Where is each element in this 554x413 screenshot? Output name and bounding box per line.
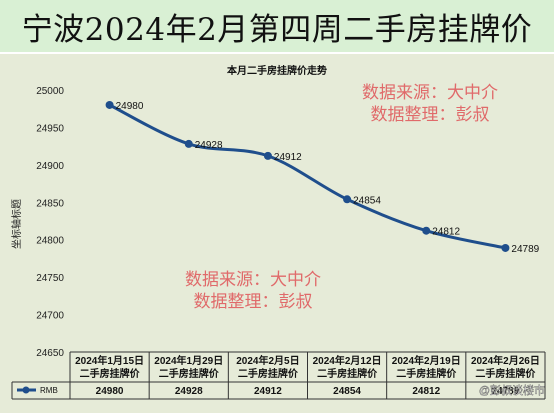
data-label: 24980 bbox=[116, 101, 144, 112]
watermark-source: 数据来源：大中介 bbox=[362, 83, 498, 102]
legend-label: RMB bbox=[40, 386, 58, 395]
table-value: 24912 bbox=[254, 386, 282, 397]
y-axis-title: 坐标轴标题 bbox=[10, 199, 23, 249]
table-value: 24812 bbox=[412, 386, 440, 397]
x-category-label: 二手房挂牌价 bbox=[396, 367, 457, 380]
y-tick-label: 24850 bbox=[36, 198, 64, 209]
table-value: 24854 bbox=[333, 386, 361, 397]
data-label: 24789 bbox=[511, 244, 539, 255]
x-category-label: 2024年1月29日 bbox=[154, 354, 223, 367]
y-tick-label: 24800 bbox=[36, 236, 64, 247]
data-label: 24912 bbox=[274, 152, 302, 163]
chart-area: 本月二手房挂牌价走势坐标轴标题 24650 24700 24750 24800 24850… bbox=[0, 54, 554, 413]
data-point bbox=[184, 139, 193, 148]
y-tick-label: 24900 bbox=[36, 161, 64, 172]
legend-marker bbox=[22, 386, 30, 394]
footer-handle: @彭叔谈楼市 bbox=[479, 383, 545, 397]
data-point bbox=[422, 226, 431, 235]
x-category-label: 二手房挂牌价 bbox=[475, 367, 536, 380]
y-tick-label: 24700 bbox=[36, 311, 64, 322]
data-point bbox=[343, 195, 352, 204]
table-value: 24789 bbox=[492, 386, 520, 397]
x-category-label: 2024年2月19日 bbox=[392, 354, 461, 367]
x-category-label: 2024年2月26日 bbox=[471, 354, 540, 367]
table-value: 24928 bbox=[175, 386, 203, 397]
y-tick-label: 24750 bbox=[36, 273, 64, 284]
data-label: 24854 bbox=[353, 195, 381, 206]
data-point bbox=[501, 243, 510, 252]
watermark-editor: 数据整理：彭叔 bbox=[371, 105, 490, 124]
page-title: 宁波2024年2月第四周二手房挂牌价 bbox=[21, 11, 533, 48]
data-label: 24812 bbox=[432, 227, 460, 238]
y-tick-label: 24950 bbox=[36, 123, 64, 134]
title-bar: 宁波2024年2月第四周二手房挂牌价 bbox=[0, 0, 554, 52]
x-category-label: 2024年2月12日 bbox=[313, 354, 382, 367]
data-point bbox=[263, 151, 272, 160]
y-tick-label: 24650 bbox=[36, 348, 64, 359]
data-label: 24928 bbox=[195, 140, 223, 151]
x-category-label: 二手房挂牌价 bbox=[80, 367, 141, 380]
y-tick-label: 25000 bbox=[36, 86, 64, 97]
table-value: 24980 bbox=[96, 386, 124, 397]
x-category-label: 二手房挂牌价 bbox=[238, 367, 299, 380]
chart-title: 本月二手房挂牌价走势 bbox=[227, 64, 327, 77]
x-category-label: 2024年1月15日 bbox=[75, 354, 144, 367]
x-category-label: 二手房挂牌价 bbox=[159, 367, 220, 380]
x-category-label: 二手房挂牌价 bbox=[317, 367, 378, 380]
data-point bbox=[105, 100, 114, 109]
series-line bbox=[108, 103, 506, 250]
x-category-label: 2024年2月5日 bbox=[236, 354, 299, 367]
watermark-source: 数据来源：大中介 bbox=[185, 270, 321, 289]
watermark-editor: 数据整理：彭叔 bbox=[194, 292, 313, 311]
